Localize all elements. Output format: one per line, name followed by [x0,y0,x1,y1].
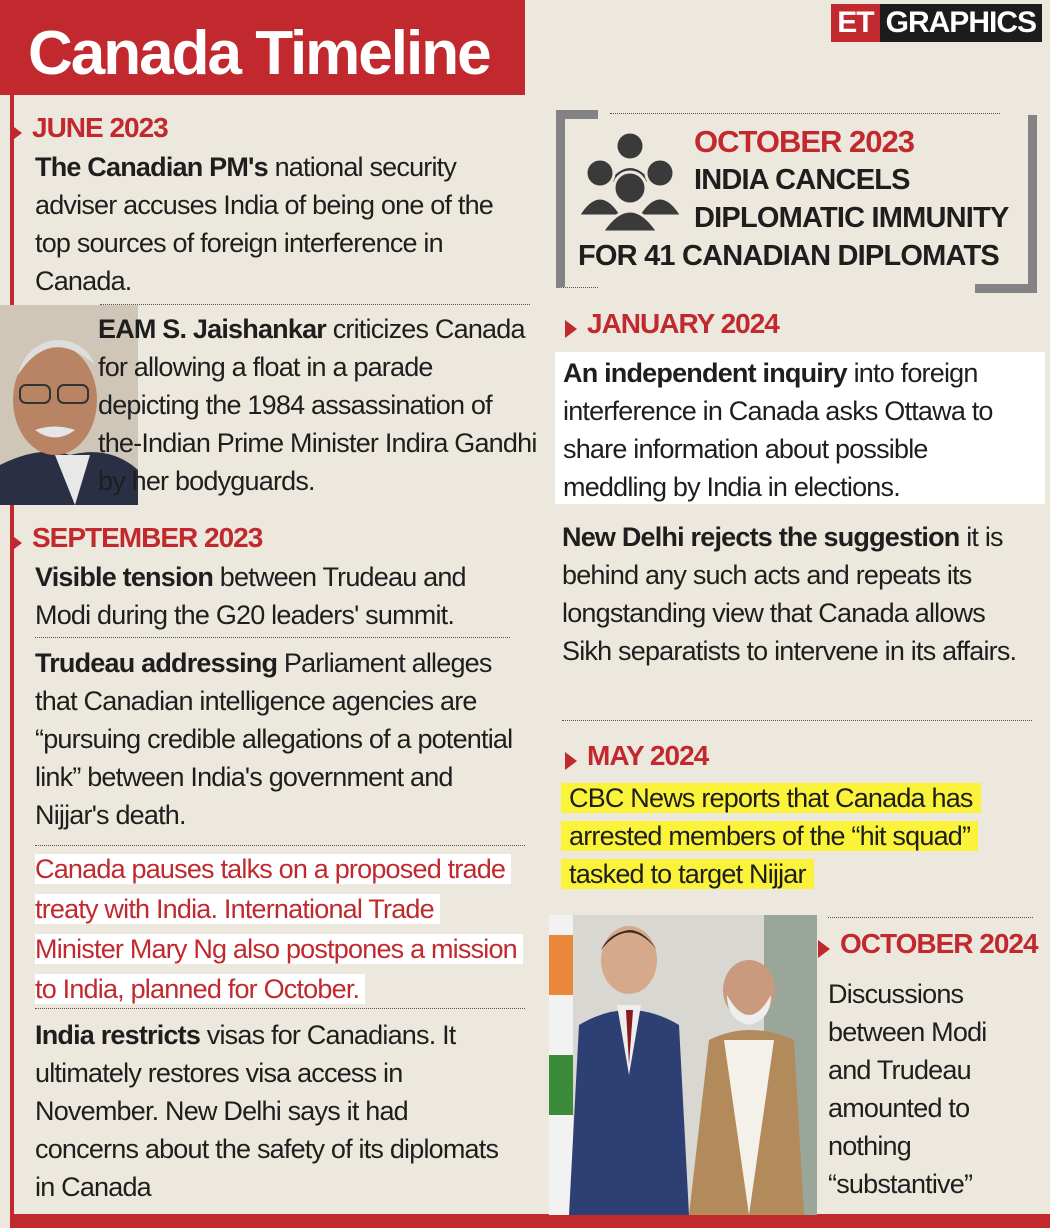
divider [35,845,525,846]
arrow-icon [818,939,830,958]
divider [35,637,510,638]
trade-treaty-text: Canada pauses talks on a proposed trade … [35,849,525,1009]
oct-2024-text: Discussions between Modi and Trudeau amo… [828,979,987,1199]
june-2023-text: The Canadian PM's national security advi… [35,152,494,296]
divider [100,304,530,305]
january-2024-date: JANUARY 2024 [565,308,780,340]
october-2024-date: OCTOBER 2024 [818,928,1039,960]
may-2024-text: CBC News reports that Canada has arreste… [561,779,1031,893]
logo-graphics: GRAPHICS [879,4,1042,42]
june-2023-date: JUNE 2023 [10,112,169,144]
modi-trudeau-photo [549,915,817,1215]
arrow-icon [565,751,577,770]
divider [828,917,1033,918]
jan-2024-inquiry-text: An independent inquiry into foreign inte… [555,352,1045,504]
september-2023-date: SEPTEMBER 2023 [10,522,263,554]
et-graphics-logo: ET GRAPHICS [831,4,1042,42]
jaishankar-photo [0,305,138,505]
left-rule [10,95,14,1215]
arrow-icon [565,319,577,338]
oct-2023-headline-1: INDIA CANCELS [694,164,911,196]
oct-2023-headline-3: FOR 41 CANADIAN DIPLOMATS [578,240,1000,272]
visas-text: India restricts visas for Canadians. It … [35,1020,499,1202]
title-banner: Canada Timeline [0,0,525,95]
jan-2024-rejection-text: New Delhi rejects the suggestion it is b… [562,522,1017,666]
sep-2023-item-1: Visible tension between Trudeau and Modi… [35,562,467,630]
arrow-icon [10,533,22,552]
group-people-icon [578,130,683,233]
box-bracket-right [975,115,1037,293]
divider [35,1008,525,1009]
page-title: Canada Timeline [28,19,492,88]
may-2024-date: MAY 2024 [565,740,709,772]
sep-2023-item-2: Trudeau addressing Parliament alleges th… [35,648,513,830]
box-bracket-left [556,110,598,288]
jaishankar-text: EAM S. Jaishankar criticizes Canada for … [98,314,537,496]
divider [562,720,1032,721]
bottom-rule [10,1214,1050,1228]
logo-et: ET [831,4,880,42]
october-2023-date: OCTOBER 2023 [694,124,915,159]
oct-2023-headline-2: DIPLOMATIC IMMUNITY [694,202,1009,234]
arrow-icon [10,123,22,142]
divider [610,113,1000,114]
